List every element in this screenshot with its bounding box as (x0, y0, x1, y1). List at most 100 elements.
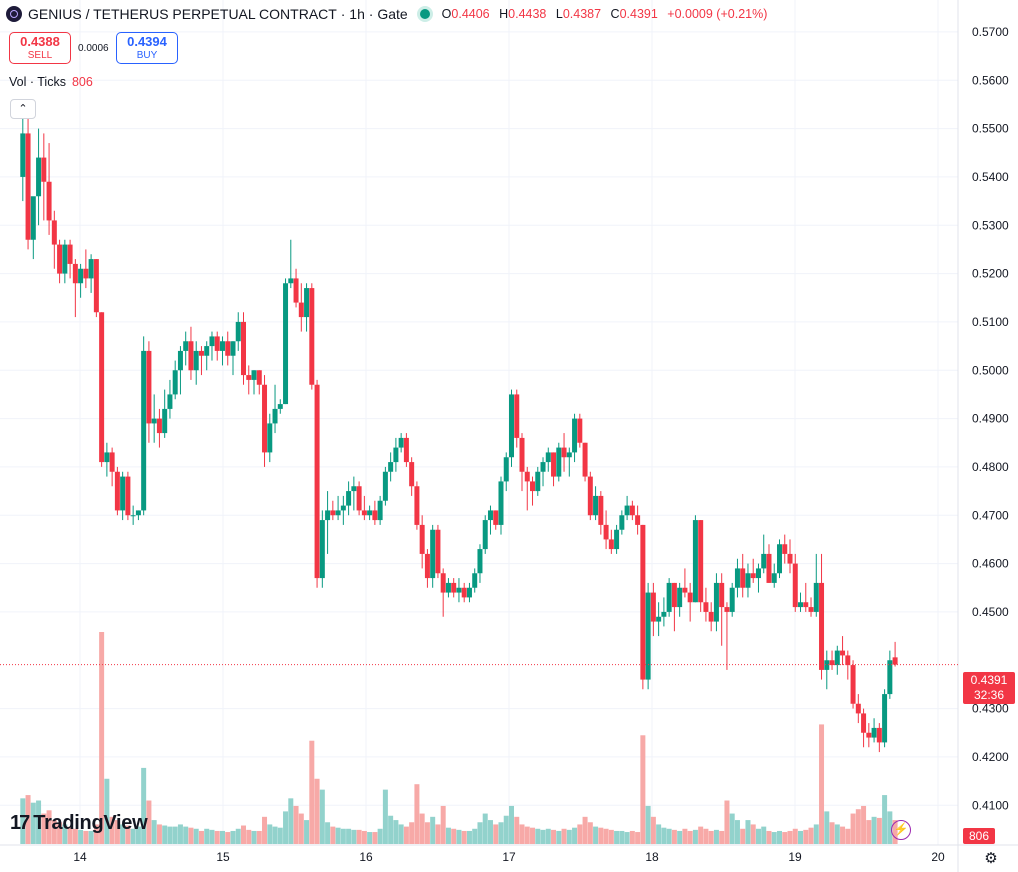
volume-bar (498, 822, 504, 844)
volume-bar (577, 824, 583, 844)
candle-body (551, 452, 557, 477)
volume-bar (482, 813, 488, 844)
candle-body (20, 133, 26, 177)
candle-body (829, 660, 835, 666)
volume-bar (671, 829, 677, 844)
last-price-value: 0.4391 (970, 673, 1008, 687)
volume-bar (156, 824, 162, 844)
volume-bar (93, 824, 99, 844)
volume-bar (309, 740, 315, 844)
candle-body (198, 350, 204, 356)
volume-bar (72, 828, 78, 844)
volume-bar (193, 828, 199, 844)
price-tick-label: 0.4700 (972, 508, 1009, 522)
candle-body (204, 346, 210, 356)
time-tick-label: 16 (359, 850, 373, 864)
candle-body (535, 471, 541, 492)
candle-body (608, 539, 614, 550)
volume-bar (262, 816, 268, 844)
candle-body (840, 650, 846, 656)
candle-body (83, 268, 89, 279)
candle-body (120, 476, 126, 511)
volume-bar (750, 824, 756, 844)
candle-body (719, 582, 725, 608)
candle-body (640, 524, 646, 680)
buy-button[interactable]: 0.4394 BUY (116, 32, 178, 64)
volume-bar (493, 824, 499, 844)
symbol-name[interactable]: GENIUS / TETHERUS PERPETUAL CONTRACT (28, 6, 337, 22)
candle-body (776, 544, 782, 574)
tradingview-logo[interactable]: 17 TradingView (10, 812, 148, 835)
gear-icon[interactable]: ⚙ (984, 850, 998, 867)
volume-bar (346, 828, 352, 844)
candle-body (267, 423, 273, 453)
candle-body (598, 495, 604, 525)
volume-bar (435, 824, 441, 844)
volume-bar (25, 795, 31, 844)
candle-body (356, 486, 362, 511)
volume-bar (293, 805, 299, 844)
volume-bar (367, 832, 373, 844)
volume-bar (829, 822, 835, 844)
volume-bar (850, 813, 856, 844)
tradingview-logo-icon: 17 (10, 812, 30, 834)
candle-body (219, 341, 225, 351)
candle-body (661, 611, 667, 617)
candle-body (792, 563, 798, 608)
volume-bar (472, 828, 478, 844)
volume-bar (466, 830, 472, 844)
chevron-up-icon[interactable]: ⌃ (10, 99, 36, 119)
candle-body (209, 336, 215, 347)
volume-bar (335, 827, 341, 844)
candle-body (855, 703, 861, 714)
candle-body (335, 510, 341, 516)
volume-bar (225, 832, 231, 844)
candle-body (482, 520, 488, 550)
volume-bar (487, 820, 493, 844)
candle-body (314, 384, 320, 579)
volume-bar (246, 829, 252, 844)
volume-bar (377, 828, 383, 844)
volume-bar (198, 830, 204, 844)
volume-bar (109, 816, 115, 844)
volume-bar (114, 820, 120, 844)
volume-bar (887, 811, 893, 844)
market-status-icon[interactable] (419, 9, 430, 19)
volume-bar (214, 830, 220, 844)
candle-body (545, 452, 551, 463)
price-axis[interactable]: 0.5700 0.5600 0.5500 0.5400 0.5300 0.5200 0.51… (972, 25, 1009, 812)
volume-bar (656, 824, 662, 844)
candle-body (162, 408, 168, 434)
candle-body (109, 452, 115, 472)
lightning-icon[interactable]: ⚡ (891, 820, 911, 840)
volume-bar (424, 822, 430, 844)
volume-bar (456, 829, 462, 844)
time-tick-label: 14 (73, 850, 87, 864)
candle-body (508, 394, 514, 458)
candle-body (493, 510, 499, 525)
candle-body (782, 544, 788, 554)
exchange-label: Gate (377, 6, 408, 22)
volume-bar (314, 778, 320, 844)
volume-bar (288, 798, 294, 844)
candle-body (477, 549, 483, 574)
volume-bar (813, 824, 819, 844)
candle-body (288, 278, 294, 284)
volume-bar (524, 826, 530, 844)
volume-tag: 806 (963, 828, 995, 844)
price-tick-label: 0.5500 (972, 122, 1009, 136)
change-value: +0.0009 (+0.21%) (667, 7, 768, 21)
candle-body (25, 133, 31, 240)
volume-bar (593, 826, 599, 844)
volume-bar (582, 816, 588, 844)
time-axis[interactable]: 14 15 16 17 18 19 20 (73, 850, 945, 864)
chart-legend: GENIUS / TETHERUS PERPETUAL CONTRACT · 1… (6, 6, 773, 22)
candle-body (214, 336, 220, 351)
candle-body (687, 592, 693, 603)
sell-button[interactable]: 0.4388 SELL (9, 32, 71, 64)
volume-bar (304, 820, 310, 844)
volume-bar (561, 828, 567, 844)
candle-body (708, 611, 714, 622)
interval-label[interactable]: 1h (349, 6, 365, 22)
